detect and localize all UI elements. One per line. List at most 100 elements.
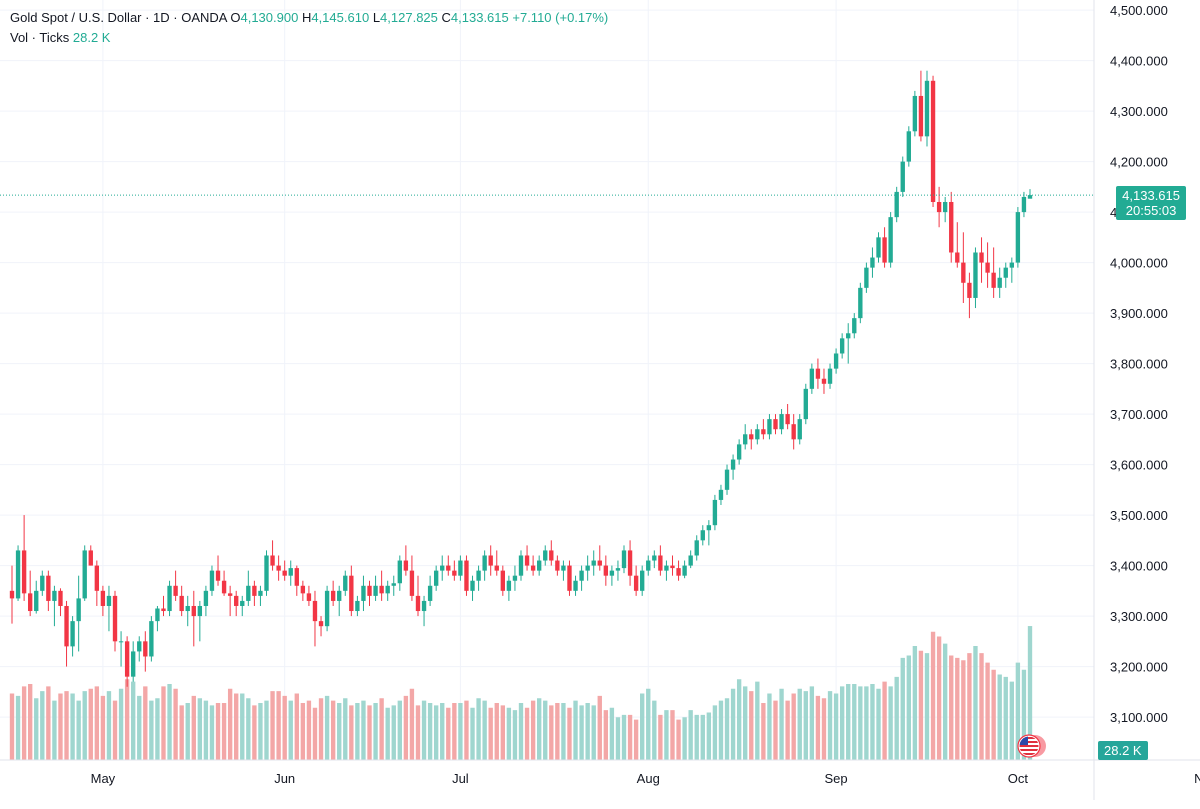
candle-body — [664, 565, 669, 571]
volume-bar — [191, 695, 196, 760]
volume-bar — [221, 703, 227, 760]
candle-body — [888, 217, 893, 263]
candle-body — [912, 95, 918, 132]
volume-bar — [682, 717, 687, 760]
volume-bar — [112, 700, 118, 760]
candle-body — [967, 282, 972, 298]
candle-body — [155, 608, 160, 622]
volume-bar — [1003, 676, 1008, 760]
volume-bar — [397, 700, 402, 760]
volume-bar — [34, 698, 39, 760]
candle-body — [561, 565, 566, 571]
open-value: 4,130.900 — [240, 10, 299, 25]
volume-bar — [724, 698, 730, 760]
price-tick-label: 3,700.000 — [1110, 407, 1168, 422]
volume-bar — [512, 710, 518, 760]
volume-bar — [876, 688, 881, 760]
volume-bar — [640, 693, 645, 760]
ohlc-row: Gold Spot / U.S. Dollar · 1D · OANDA O4,… — [10, 8, 608, 28]
candle-body — [767, 419, 772, 435]
candle-body — [512, 575, 518, 581]
candle-body — [918, 95, 924, 137]
volume-bar — [124, 679, 130, 760]
current-price-value: 4,133.615 — [1122, 188, 1180, 203]
candle-body — [858, 287, 863, 319]
volume-bar — [282, 695, 287, 760]
volume-bar — [446, 707, 451, 760]
candle-body — [833, 353, 839, 369]
volume-bar — [627, 714, 633, 760]
candle-body — [936, 201, 942, 213]
candle-body — [270, 555, 275, 566]
candle-body — [367, 585, 372, 596]
volume-bar — [894, 676, 899, 760]
candle-body — [9, 590, 15, 599]
volume-bar — [246, 698, 251, 760]
candle-body — [573, 580, 578, 591]
candle-body — [985, 262, 990, 273]
volume-value: 28.2 K — [72, 30, 111, 45]
volume-bar — [40, 691, 45, 760]
candle-body — [330, 590, 336, 601]
candle-body — [524, 555, 530, 566]
volume-bar — [452, 703, 457, 760]
volume-bar — [470, 707, 475, 760]
candles — [9, 70, 1033, 687]
volume-bar — [27, 684, 33, 760]
volume-bar — [349, 705, 354, 760]
volume-bar — [779, 688, 784, 760]
volume-bar — [591, 705, 596, 760]
volume-bar — [985, 662, 990, 760]
volume-bar — [415, 705, 421, 760]
candle-body — [361, 585, 366, 601]
volume-bar — [1015, 662, 1021, 760]
time-tick-label: Oct — [1008, 771, 1029, 786]
time-axis[interactable]: May Jun Jul Aug Sep Oct Nov — [0, 759, 1200, 786]
volume-bar — [791, 693, 796, 760]
candle-body — [942, 201, 948, 213]
candle-body — [536, 560, 542, 571]
candle-body — [379, 585, 384, 594]
volume-bar — [373, 703, 378, 760]
volume-bar — [482, 700, 487, 760]
volume-bar — [300, 703, 306, 760]
volume-bar — [549, 705, 554, 760]
candle-body — [27, 593, 33, 612]
candle-body — [373, 585, 378, 596]
volume-bar — [670, 710, 675, 760]
candle-body — [549, 550, 554, 561]
volume-bar — [997, 674, 1002, 760]
us-flag-icon[interactable] — [1014, 733, 1048, 759]
candle-body — [761, 429, 766, 435]
candle-body — [343, 575, 348, 591]
volume-bar — [797, 688, 802, 760]
candle-body — [621, 550, 627, 569]
candle-body — [137, 641, 142, 652]
volume-bar — [9, 693, 15, 760]
volume-bar — [143, 686, 148, 760]
candle-body — [979, 252, 984, 263]
candle-body — [282, 570, 287, 576]
volume-bar — [500, 705, 506, 760]
close-label: C — [441, 10, 451, 25]
candle-body — [961, 262, 966, 283]
candle-body — [755, 429, 760, 440]
volume-bar — [270, 691, 275, 760]
candle-body — [518, 555, 524, 576]
candle-body — [294, 568, 299, 586]
price-tick-label: 3,200.000 — [1110, 660, 1168, 675]
candle-body — [646, 560, 651, 571]
volume-bar — [912, 646, 918, 760]
volume-bar — [815, 695, 821, 760]
candle-body — [894, 191, 899, 218]
volume-bar — [288, 700, 293, 760]
candle-body — [676, 568, 681, 576]
volume-bar — [76, 700, 81, 760]
volume-bar — [712, 705, 718, 760]
price-axis[interactable]: 3,100.000 3,200.000 3,300.000 3,400.000 3,50… — [1093, 0, 1168, 800]
low-value: 4,127.825 — [380, 10, 438, 25]
volume-bar — [240, 693, 245, 760]
volume-bars — [9, 626, 1033, 760]
candle-body — [131, 651, 136, 677]
